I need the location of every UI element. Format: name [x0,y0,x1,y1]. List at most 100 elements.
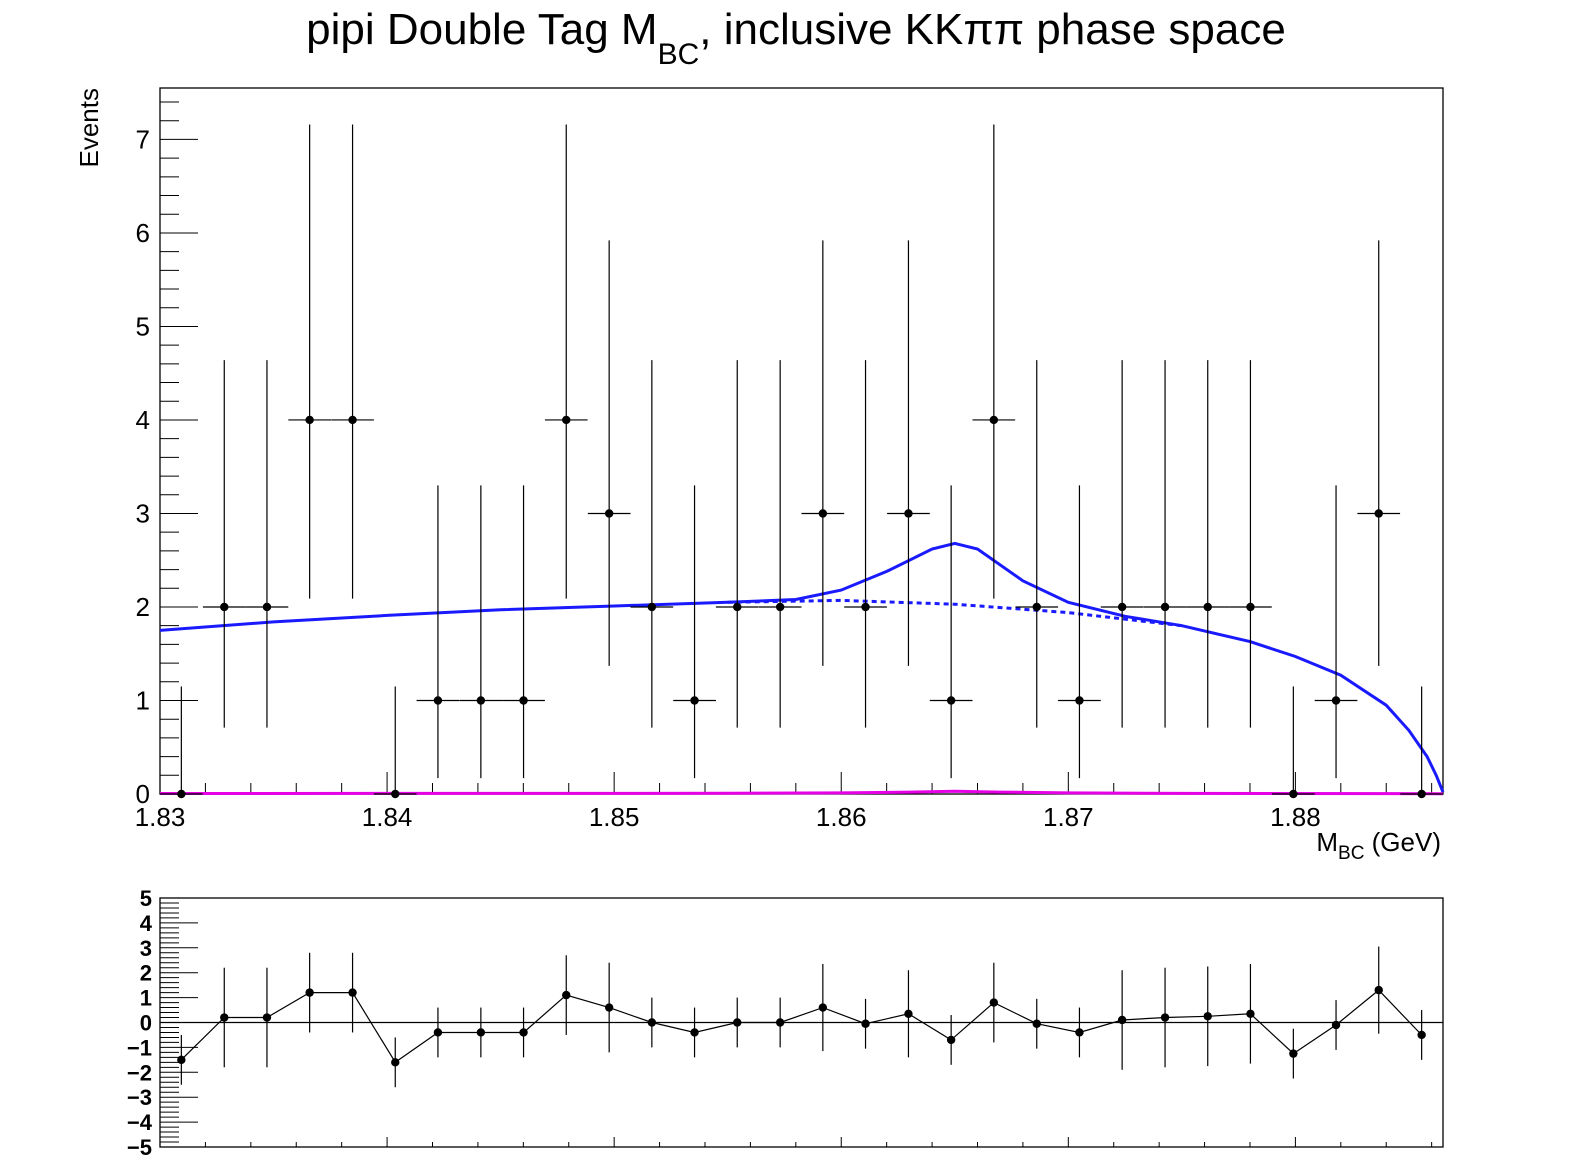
y-tick-label: 2 [136,592,150,622]
pull-point [1289,1028,1298,1079]
data-point [1314,485,1358,779]
pull-point [775,997,785,1048]
x-tick-label: 1.85 [589,802,640,832]
data-point [459,485,503,779]
x-tick-label: 1.84 [362,802,413,832]
pull-point [604,962,614,1053]
pull-point [562,955,571,1035]
data-point [416,485,460,779]
pull-point-marker [861,1019,870,1028]
data-point-marker [604,509,614,518]
data-point-marker [348,415,357,425]
pull-point-marker [1331,1020,1341,1030]
data-point-marker [690,696,699,705]
data-point-marker [1417,789,1426,799]
data-point-marker [519,696,528,705]
data-point-marker [647,602,657,612]
y-axis-label: Events [74,88,104,168]
data-point [1272,686,1315,799]
chart-title-main: pipi Double Tag M [306,5,657,54]
pull-point [1246,963,1255,1064]
x-tick-label: 1.86 [816,802,867,832]
data-point-marker [818,509,828,518]
data-point [1015,360,1059,728]
pull-point [989,962,999,1043]
pull-point-marker [904,1009,913,1018]
data-point-marker [476,696,486,705]
pull-point-marker [519,1028,528,1037]
pull-point-marker [1075,1028,1084,1037]
total-fit-curve [159,541,1445,793]
data-point-marker [1203,602,1212,612]
pull-point [904,970,913,1058]
data-point [972,124,1016,599]
pull-point-marker [989,998,999,1007]
data-point-marker [1289,789,1298,799]
data-point-marker [1160,602,1170,612]
data-point-marker [177,789,186,799]
pull-point [946,1015,956,1065]
data-point-marker [1374,509,1383,518]
pull-y-tick-label: 4 [140,911,153,936]
data-point-marker [1117,602,1127,612]
data-point [929,485,973,779]
chart-title-rest: , inclusive KKππ phase space [699,5,1286,54]
data-point-marker [1075,696,1084,705]
data-point-marker [433,696,443,705]
pull-point [1032,998,1041,1049]
pull-point [262,967,272,1068]
pull-point-marker [348,988,357,997]
pull-point-marker [305,988,314,997]
pull-point-marker [1246,1009,1255,1018]
x-axis-label: MBC (GeV) [1316,827,1441,864]
pull-point-marker [946,1035,956,1045]
pull-data-points [177,946,1426,1088]
data-point [630,360,674,728]
data-point [758,360,802,728]
data-point [887,240,930,666]
main-plot-frame [159,87,1444,795]
pull-point [1374,946,1383,1034]
pull-y-tick-label: −3 [127,1085,152,1110]
pull-point [348,952,357,1033]
data-point [288,124,331,599]
data-point [373,686,417,799]
background-curve [727,598,1183,628]
pull-point-marker [562,990,571,1000]
pull-point-marker [690,1028,699,1037]
y-tick-label: 6 [136,218,150,248]
pull-point-marker [647,1018,657,1027]
pull-point [647,997,657,1048]
pull-point [1117,970,1127,1070]
pull-point-marker [476,1028,486,1037]
pull-connecting-line [180,989,1423,1064]
data-point [1400,686,1443,799]
x-axis-label-main: M [1316,827,1338,857]
data-point-marker [989,415,999,425]
pull-point-marker [733,1018,742,1027]
x-axis-label-unit: (GeV) [1364,827,1441,857]
pull-y-tick-label: −1 [127,1035,152,1060]
data-point-marker [946,696,956,705]
main-data-points [160,124,1443,799]
pull-point-marker [1203,1012,1212,1021]
data-point-marker [1331,696,1341,705]
x-tick-label: 1.87 [1043,802,1094,832]
data-point-marker [391,789,400,799]
pull-point [519,1007,528,1058]
pull-point-marker [177,1055,186,1065]
pull-point-marker [1032,1019,1041,1028]
pull-point-marker [1289,1049,1298,1058]
pull-y-tick-label: 5 [140,886,152,911]
main-axes: 0 1 2 3 4 5 6 7 1.83 1.84 1.85 1.86 1.87 1.88 [135,101,1433,832]
data-point [801,240,845,666]
data-point [544,124,588,599]
pull-point-marker [433,1028,443,1037]
x-axis-label-sub: BC [1338,843,1364,864]
data-point [245,360,289,728]
data-point-marker [220,602,229,612]
data-point [1143,360,1187,728]
pull-point [1203,966,1212,1067]
